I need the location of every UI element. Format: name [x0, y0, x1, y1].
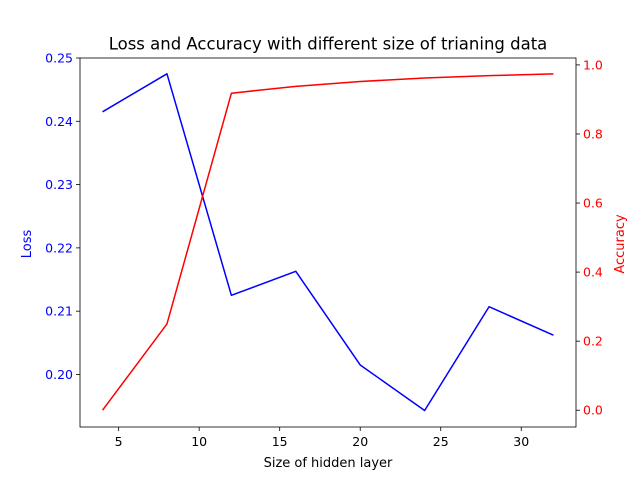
x-tick-label: 5: [115, 434, 123, 449]
plot-area: [79, 57, 577, 428]
left-y-axis-label: Loss: [20, 230, 35, 259]
left-y-tick-label: 0.25: [45, 51, 73, 66]
loss-series-line: [102, 73, 554, 412]
left-y-tick-label: 0.24: [45, 114, 73, 129]
right-y-tick-label: 0.6: [583, 196, 603, 211]
right-y-tick-label: 0.4: [583, 265, 603, 280]
right-y-axis: 0.0 0.2 0.4 0.6 0.8 1.0: [576, 57, 603, 418]
left-y-axis: 0.20 0.21 0.22 0.23 0.24 0.25: [45, 51, 80, 382]
left-y-tick-label: 0.21: [45, 304, 73, 319]
plot-frame: [79, 57, 577, 428]
x-axis: 5 10 15 20 25 30: [115, 427, 529, 449]
right-y-axis-label: Accuracy: [613, 214, 628, 274]
right-y-tick-label: 0.8: [583, 126, 603, 141]
x-axis-label: Size of hidden layer: [264, 456, 393, 471]
x-tick-label: 20: [352, 434, 368, 449]
accuracy-series-line: [101, 73, 554, 411]
left-y-tick-label: 0.22: [45, 240, 73, 255]
right-y-tick-label: 1.0: [583, 57, 603, 72]
right-y-tick-label: 0.0: [583, 403, 603, 418]
chart-title: Loss and Accuracy with different size of…: [109, 35, 548, 54]
left-y-tick-label: 0.23: [45, 177, 73, 192]
x-tick-label: 25: [433, 434, 449, 449]
x-tick-label: 15: [272, 434, 288, 449]
x-tick-label: 10: [191, 434, 207, 449]
left-y-tick-label: 0.20: [45, 367, 73, 382]
right-y-tick-label: 0.2: [583, 334, 603, 349]
x-tick-label: 30: [513, 434, 529, 449]
